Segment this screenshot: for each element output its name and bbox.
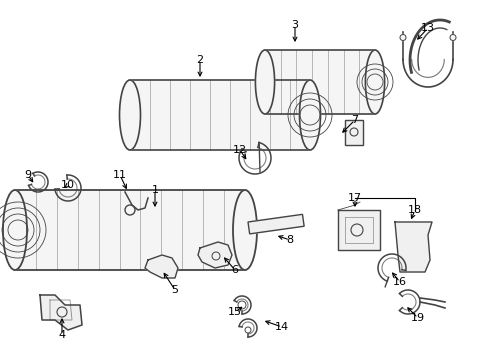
Polygon shape (145, 255, 178, 278)
Ellipse shape (299, 80, 320, 150)
Polygon shape (40, 295, 82, 330)
Ellipse shape (255, 50, 274, 114)
Text: 9: 9 (24, 170, 31, 180)
Text: 1: 1 (151, 185, 158, 195)
Bar (248, 214, 304, 234)
Bar (345, 120, 363, 145)
Bar (345, 120, 363, 145)
Text: 8: 8 (287, 235, 294, 245)
Polygon shape (395, 222, 432, 272)
Text: 5: 5 (172, 285, 178, 295)
Text: 4: 4 (58, 330, 66, 340)
Polygon shape (338, 210, 380, 250)
Bar (130, 80, 310, 150)
Bar (265, 50, 375, 114)
Text: 18: 18 (408, 205, 422, 215)
Text: 19: 19 (411, 313, 425, 323)
Text: 11: 11 (113, 170, 127, 180)
Polygon shape (198, 242, 232, 268)
Text: 16: 16 (393, 277, 407, 287)
Text: 15: 15 (228, 307, 242, 317)
Text: 6: 6 (231, 265, 239, 275)
Text: 13: 13 (421, 23, 435, 33)
Text: 10: 10 (61, 180, 75, 190)
Ellipse shape (120, 80, 141, 150)
Circle shape (400, 35, 406, 40)
Text: 17: 17 (348, 193, 362, 203)
Text: 7: 7 (351, 115, 359, 125)
Text: 2: 2 (196, 55, 203, 65)
Ellipse shape (3, 190, 27, 270)
Bar (248, 214, 304, 234)
Text: 14: 14 (275, 322, 289, 332)
Bar (15, 190, 245, 270)
Text: 3: 3 (292, 20, 298, 30)
Text: 12: 12 (233, 145, 247, 155)
Ellipse shape (233, 190, 257, 270)
Circle shape (450, 35, 456, 40)
Ellipse shape (366, 50, 385, 114)
